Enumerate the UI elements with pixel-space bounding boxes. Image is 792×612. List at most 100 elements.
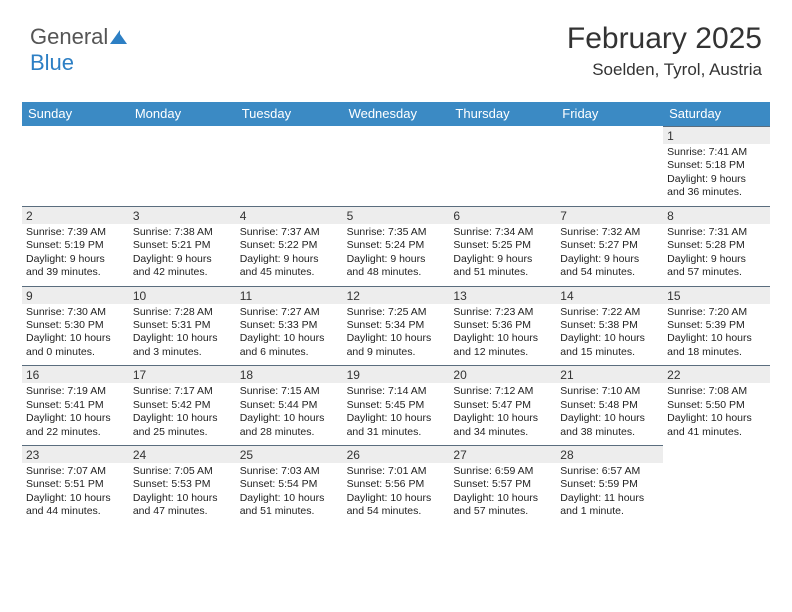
- day-number: 5: [343, 206, 450, 224]
- day-number: 15: [663, 286, 770, 304]
- logo-triangle-icon: [120, 34, 127, 44]
- day-info-line: Sunset: 5:24 PM: [347, 239, 446, 252]
- weekday-heading: Saturday: [663, 102, 770, 126]
- day-number: 3: [129, 206, 236, 224]
- calendar-cell: 18Sunrise: 7:15 AMSunset: 5:44 PMDayligh…: [236, 365, 343, 445]
- day-info-line: Sunrise: 7:37 AM: [240, 226, 339, 239]
- logo-triangle-icon: [110, 30, 120, 44]
- calendar-cell: 6Sunrise: 7:34 AMSunset: 5:25 PMDaylight…: [449, 206, 556, 286]
- weekday-heading: Wednesday: [343, 102, 450, 126]
- calendar-cell: 11Sunrise: 7:27 AMSunset: 5:33 PMDayligh…: [236, 286, 343, 366]
- day-number: 21: [556, 365, 663, 383]
- day-number: 28: [556, 445, 663, 463]
- day-info-line: Daylight: 11 hours and 1 minute.: [560, 492, 659, 519]
- weekday-heading: Monday: [129, 102, 236, 126]
- weekday-heading: Thursday: [449, 102, 556, 126]
- day-info-line: Daylight: 10 hours and 44 minutes.: [26, 492, 125, 519]
- weekday-heading: Sunday: [22, 102, 129, 126]
- day-number: 25: [236, 445, 343, 463]
- calendar-cell: 5 Sunrise: 7:35 AMSunset: 5:24 PMDaylight…: [343, 206, 450, 286]
- calendar-cell: 16Sunrise: 7:19 AMSunset: 5:41 PMDayligh…: [22, 365, 129, 445]
- day-info-line: Daylight: 10 hours and 18 minutes.: [667, 332, 766, 359]
- day-info-line: Sunrise: 7:35 AM: [347, 226, 446, 239]
- day-info-line: Sunset: 5:57 PM: [453, 478, 552, 491]
- day-info-line: Sunrise: 7:23 AM: [453, 306, 552, 319]
- calendar: SundayMondayTuesdayWednesdayThursdayFrid…: [22, 102, 770, 525]
- day-info-line: Sunset: 5:27 PM: [560, 239, 659, 252]
- day-info-line: Sunset: 5:59 PM: [560, 478, 659, 491]
- day-number: 9: [22, 286, 129, 304]
- day-info-line: Sunset: 5:53 PM: [133, 478, 232, 491]
- day-info-line: Sunrise: 7:14 AM: [347, 385, 446, 398]
- day-number: 4: [236, 206, 343, 224]
- calendar-cell: 3Sunrise: 7:38 AMSunset: 5:21 PMDaylight…: [129, 206, 236, 286]
- day-info-line: Daylight: 10 hours and 9 minutes.: [347, 332, 446, 359]
- day-info-line: Sunrise: 7:15 AM: [240, 385, 339, 398]
- day-number: 6: [449, 206, 556, 224]
- day-info-line: Sunrise: 7:05 AM: [133, 465, 232, 478]
- day-number: 12: [343, 286, 450, 304]
- day-info-line: Sunrise: 7:07 AM: [26, 465, 125, 478]
- day-info-line: Sunrise: 7:17 AM: [133, 385, 232, 398]
- calendar-cell-empty: [556, 126, 663, 206]
- day-info-line: Sunrise: 6:57 AM: [560, 465, 659, 478]
- day-info-line: Daylight: 10 hours and 51 minutes.: [240, 492, 339, 519]
- calendar-cell: 8Sunrise: 7:31 AMSunset: 5:28 PMDaylight…: [663, 206, 770, 286]
- day-info-line: Daylight: 10 hours and 47 minutes.: [133, 492, 232, 519]
- day-info-line: Daylight: 9 hours and 51 minutes.: [453, 253, 552, 280]
- day-number: 8: [663, 206, 770, 224]
- day-info-line: Daylight: 10 hours and 28 minutes.: [240, 412, 339, 439]
- day-info-line: Sunset: 5:42 PM: [133, 399, 232, 412]
- day-info-line: Sunrise: 7:25 AM: [347, 306, 446, 319]
- calendar-cell-empty: [129, 126, 236, 206]
- day-info-line: Daylight: 10 hours and 25 minutes.: [133, 412, 232, 439]
- day-number: 16: [22, 365, 129, 383]
- day-info-line: Daylight: 9 hours and 45 minutes.: [240, 253, 339, 280]
- calendar-cell: 10Sunrise: 7:28 AMSunset: 5:31 PMDayligh…: [129, 286, 236, 366]
- calendar-cell: 1Sunrise: 7:41 AMSunset: 5:18 PMDaylight…: [663, 126, 770, 206]
- calendar-cell: 14Sunrise: 7:22 AMSunset: 5:38 PMDayligh…: [556, 286, 663, 366]
- calendar-cell: 22Sunrise: 7:08 AMSunset: 5:50 PMDayligh…: [663, 365, 770, 445]
- calendar-cell: 20Sunrise: 7:12 AMSunset: 5:47 PMDayligh…: [449, 365, 556, 445]
- day-info-line: Sunrise: 7:38 AM: [133, 226, 232, 239]
- day-number: 26: [343, 445, 450, 463]
- day-info-line: Sunset: 5:22 PM: [240, 239, 339, 252]
- day-number: 11: [236, 286, 343, 304]
- day-info-line: Sunset: 5:48 PM: [560, 399, 659, 412]
- day-info-line: Sunrise: 7:34 AM: [453, 226, 552, 239]
- day-info-line: Sunset: 5:30 PM: [26, 319, 125, 332]
- day-info-line: Sunrise: 7:19 AM: [26, 385, 125, 398]
- day-info-line: Sunrise: 7:32 AM: [560, 226, 659, 239]
- calendar-cell-empty: [22, 126, 129, 206]
- day-info-line: Sunset: 5:21 PM: [133, 239, 232, 252]
- day-number: 27: [449, 445, 556, 463]
- day-info-line: Sunset: 5:31 PM: [133, 319, 232, 332]
- day-info-line: Sunrise: 7:10 AM: [560, 385, 659, 398]
- page-title: February 2025: [567, 22, 762, 56]
- title-block: February 2025 Soelden, Tyrol, Austria: [567, 22, 762, 80]
- logo-text-general: General: [30, 24, 108, 49]
- day-info-line: Daylight: 10 hours and 31 minutes.: [347, 412, 446, 439]
- calendar-cell: 15Sunrise: 7:20 AMSunset: 5:39 PMDayligh…: [663, 286, 770, 366]
- day-info-line: Sunset: 5:19 PM: [26, 239, 125, 252]
- calendar-cell: 9Sunrise: 7:30 AMSunset: 5:30 PMDaylight…: [22, 286, 129, 366]
- calendar-cell: 13Sunrise: 7:23 AMSunset: 5:36 PMDayligh…: [449, 286, 556, 366]
- day-info-line: Sunrise: 7:22 AM: [560, 306, 659, 319]
- day-info-line: Sunrise: 7:01 AM: [347, 465, 446, 478]
- weekday-heading: Friday: [556, 102, 663, 126]
- day-info-line: Daylight: 10 hours and 6 minutes.: [240, 332, 339, 359]
- calendar-cell-empty: [343, 126, 450, 206]
- day-number: 7: [556, 206, 663, 224]
- day-number: 24: [129, 445, 236, 463]
- day-info-line: Sunset: 5:51 PM: [26, 478, 125, 491]
- day-info-line: Sunrise: 7:28 AM: [133, 306, 232, 319]
- calendar-cell: 2Sunrise: 7:39 AMSunset: 5:19 PMDaylight…: [22, 206, 129, 286]
- calendar-cell: 25Sunrise: 7:03 AMSunset: 5:54 PMDayligh…: [236, 445, 343, 525]
- day-info-line: Sunset: 5:36 PM: [453, 319, 552, 332]
- day-info-line: Daylight: 9 hours and 39 minutes.: [26, 253, 125, 280]
- day-info-line: Sunset: 5:33 PM: [240, 319, 339, 332]
- day-info-line: Sunrise: 7:08 AM: [667, 385, 766, 398]
- day-info-line: Daylight: 9 hours and 48 minutes.: [347, 253, 446, 280]
- location-text: Soelden, Tyrol, Austria: [567, 60, 762, 80]
- day-info-line: Daylight: 10 hours and 0 minutes.: [26, 332, 125, 359]
